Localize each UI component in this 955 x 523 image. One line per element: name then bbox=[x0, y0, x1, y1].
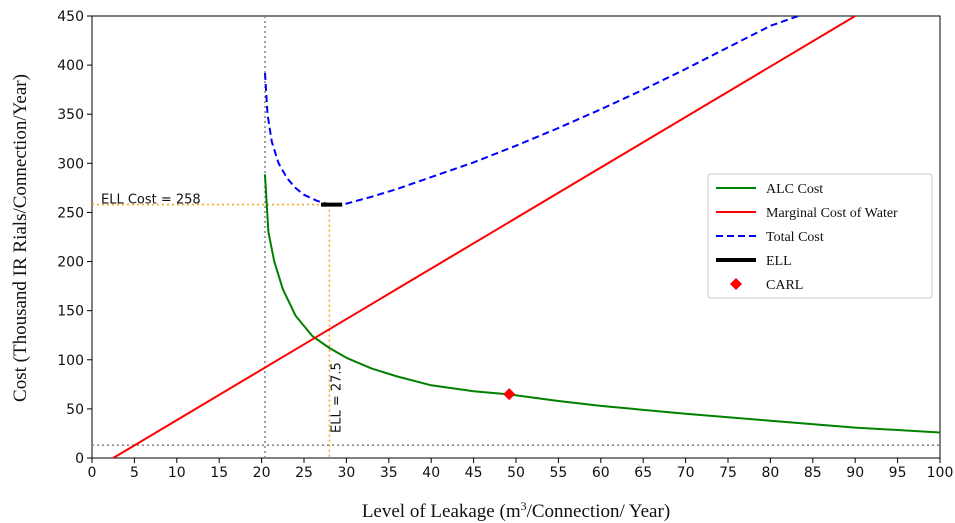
x-axis-label: Level of Leakage (m3/Connection/ Year) bbox=[362, 499, 670, 522]
carl-marker bbox=[503, 388, 516, 401]
x-tick-label: 20 bbox=[253, 465, 271, 481]
x-tick-label: 85 bbox=[804, 465, 822, 481]
x-tick-label: 80 bbox=[761, 465, 779, 481]
y-tick-label: 0 bbox=[75, 451, 84, 467]
y-tick-label: 50 bbox=[66, 402, 84, 418]
x-tick-label: 45 bbox=[465, 465, 483, 481]
legend-ell-label: ELL bbox=[766, 254, 792, 269]
series-alc-cost-line bbox=[264, 174, 940, 434]
x-tick-label: 75 bbox=[719, 465, 737, 481]
legend-marginal-cost-of-water-label: Marginal Cost of Water bbox=[766, 206, 898, 221]
y-tick-label: 150 bbox=[57, 304, 84, 320]
x-axis-label-sup: 3 bbox=[521, 499, 527, 513]
x-tick-label: 5 bbox=[130, 465, 139, 481]
legend-carl-label: CARL bbox=[766, 278, 803, 293]
series-total-cost-line bbox=[264, 16, 799, 206]
x-tick-label: 70 bbox=[677, 465, 695, 481]
x-tick-label: 0 bbox=[88, 465, 97, 481]
y-tick-label: 100 bbox=[57, 353, 84, 369]
y-tick-label: 400 bbox=[57, 58, 84, 74]
x-tick-label: 40 bbox=[422, 465, 440, 481]
legend-total-cost-label: Total Cost bbox=[766, 230, 824, 245]
series-marginal-cost-of-water-line bbox=[112, 16, 857, 458]
plot-clipped bbox=[92, 16, 940, 458]
y-tick-label: 200 bbox=[57, 255, 84, 271]
legend-alc-cost-label: ALC Cost bbox=[766, 182, 823, 197]
x-axis-label-rest: /Connection/ Year) bbox=[527, 501, 671, 522]
y-tick-label: 450 bbox=[57, 9, 84, 25]
y-tick-label: 250 bbox=[57, 205, 84, 221]
plot-area: ELL Cost = 258 ELL = 27.5 bbox=[92, 16, 940, 458]
y-axis-label: Cost (Thousand IR Rials/Connection/Year) bbox=[10, 74, 31, 402]
axes: 0 5 10 15 20 25 30 35 40 45 50 55 60 65 70 75 80 85 90 95 10… bbox=[57, 9, 953, 481]
legend-box bbox=[707, 173, 933, 299]
x-tick-label: 95 bbox=[889, 465, 907, 481]
y-tick-label: 300 bbox=[57, 156, 84, 172]
x-tick-label: 30 bbox=[337, 465, 355, 481]
legend: ALC Cost Marginal Cost of Water Total Cost… bbox=[707, 173, 933, 299]
x-tick-label: 55 bbox=[549, 465, 567, 481]
x-tick-label: 25 bbox=[295, 465, 313, 481]
ell-cost-annotation: ELL Cost = 258 bbox=[101, 193, 201, 208]
x-axis-label-main: Level of Leakage (m bbox=[362, 501, 521, 522]
x-tick-label: 10 bbox=[168, 465, 186, 481]
x-tick-label: 60 bbox=[592, 465, 610, 481]
x-tick-label: 90 bbox=[846, 465, 864, 481]
y-tick-label: 350 bbox=[57, 107, 84, 123]
x-tick-label: 50 bbox=[507, 465, 525, 481]
legend-carl-swatch bbox=[730, 278, 742, 290]
x-tick-label: 15 bbox=[210, 465, 228, 481]
x-tick-label: 35 bbox=[380, 465, 398, 481]
x-tick-label: 100 bbox=[927, 465, 954, 481]
ell-annotation: ELL = 27.5 bbox=[329, 362, 344, 433]
x-tick-label: 65 bbox=[634, 465, 652, 481]
